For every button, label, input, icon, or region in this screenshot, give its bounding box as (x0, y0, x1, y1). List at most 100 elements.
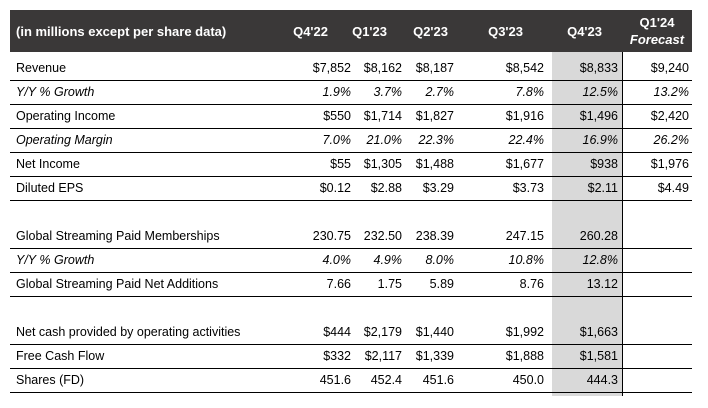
header-title: (in millions except per share data) (16, 23, 227, 39)
row-divider (10, 80, 692, 81)
row-operating-income: Operating Income $550 $1,714 $1,827 $1,9… (10, 104, 692, 128)
header-col-forecast: Q1'24 Forecast (622, 10, 692, 52)
row-divider (10, 368, 692, 369)
section-divider (10, 296, 692, 297)
cell-q2-23: 2.7% (425, 85, 455, 99)
cell-q2-23: $1,339 (415, 349, 454, 363)
cell-q4-22: 1.9% (322, 85, 352, 99)
row-divider (10, 176, 692, 177)
row-divider (10, 272, 692, 273)
cell-q2-23: $3.29 (422, 181, 454, 195)
cell-q4-22: 7.0% (322, 133, 352, 147)
cell-q4-23: 12.8% (582, 253, 618, 267)
cell-q1-23: 1.75 (377, 277, 402, 291)
header-col-q2-23: Q2'23 (413, 23, 448, 39)
cell-q3-23: 8.76 (519, 277, 544, 291)
row-label: Y/Y % Growth (16, 85, 95, 99)
cell-q2-23: $1,827 (415, 109, 454, 123)
row-revenue: Revenue $7,852 $8,162 $8,187 $8,542 $8,8… (10, 56, 692, 80)
cell-q2-23: 238.39 (415, 229, 454, 243)
section-divider (10, 200, 692, 201)
cell-q4-23: $2.11 (587, 181, 618, 195)
cell-q3-23: $1,888 (505, 349, 544, 363)
cell-q4-23: $8,833 (579, 61, 618, 75)
cell-q4-22: $550 (323, 109, 351, 123)
cell-q3-23: $1,916 (505, 109, 544, 123)
row-label: Revenue (16, 61, 67, 75)
row-label: Global Streaming Paid Net Additions (16, 277, 219, 291)
cell-q1-23: $1,714 (363, 109, 402, 123)
row-label: Shares (FD) (16, 373, 85, 387)
row-shares-fd: Shares (FD) 451.6 452.4 451.6 450.0 444.… (10, 368, 692, 392)
cell-q3-23: 7.8% (515, 85, 545, 99)
cell-q2-23: 8.0% (425, 253, 455, 267)
row-divider (10, 104, 692, 105)
cell-q2-23: 22.3% (418, 133, 454, 147)
cell-q1-24-forecast: $4.49 (657, 181, 689, 195)
cell-q4-23: $1,663 (579, 325, 618, 339)
row-divider (10, 344, 692, 345)
row-label: Global Streaming Paid Memberships (16, 229, 220, 243)
cell-q1-23: 21.0% (366, 133, 402, 147)
cell-q1-23: 452.4 (370, 373, 402, 387)
table-bottom-border (10, 392, 692, 393)
header-col-q1-23: Q1'23 (352, 23, 387, 39)
cell-q4-22: 7.66 (326, 277, 351, 291)
cell-q1-23: $2,117 (364, 349, 402, 363)
header-col-q4-23: Q4'23 (567, 23, 602, 39)
cell-q2-23: 5.89 (429, 277, 454, 291)
cell-q1-23: $2,179 (363, 325, 402, 339)
row-label: Operating Income (16, 109, 116, 123)
row-net-income: Net Income $55 $1,305 $1,488 $1,677 $938… (10, 152, 692, 176)
cell-q1-23: $2.88 (370, 181, 402, 195)
cell-q3-23: 10.8% (508, 253, 544, 267)
cell-q1-24-forecast: $1,976 (650, 157, 689, 171)
cell-q3-23: $1,992 (505, 325, 544, 339)
cell-q4-22: $55 (330, 157, 351, 171)
cell-q4-22: 230.75 (312, 229, 351, 243)
cell-q3-23: $1,677 (505, 157, 544, 171)
q4-23-highlight-column (552, 52, 622, 396)
cell-q1-23: 3.7% (373, 85, 403, 99)
cell-q3-23: $8,542 (505, 61, 544, 75)
cell-q4-23: 13.12 (586, 277, 618, 291)
cell-q3-23: 450.0 (512, 373, 544, 387)
row-divider (10, 248, 692, 249)
cell-q4-23: 444.3 (586, 373, 618, 387)
cell-q1-23: 232.50 (363, 229, 402, 243)
row-divider (10, 152, 692, 153)
cell-q1-23: $8,162 (363, 61, 402, 75)
cell-q4-22: $444 (323, 325, 351, 339)
row-net-additions: Global Streaming Paid Net Additions 7.66… (10, 272, 692, 296)
row-label: Net cash provided by operating activitie… (16, 325, 241, 339)
header-col-q3-23: Q3'23 (488, 23, 523, 39)
forecast-label: Forecast (629, 32, 685, 47)
cell-q2-23: $1,440 (415, 325, 454, 339)
cell-q4-23: $1,496 (579, 109, 618, 123)
financial-summary-table: (in millions except per share data) Q4'2… (10, 10, 692, 396)
cell-q3-23: 247.15 (505, 229, 544, 243)
cell-q4-23: 12.5% (582, 85, 618, 99)
cell-q2-23: $8,187 (415, 61, 454, 75)
cell-q4-22: $332 (323, 349, 351, 363)
row-diluted-eps: Diluted EPS $0.12 $2.88 $3.29 $3.73 $2.1… (10, 176, 692, 200)
header-col-q4-22: Q4'22 (293, 23, 328, 39)
row-paid-memberships: Global Streaming Paid Memberships 230.75… (10, 224, 692, 248)
cell-q1-24-forecast: $2,420 (650, 109, 689, 123)
row-memberships-growth: Y/Y % Growth 4.0% 4.9% 8.0% 10.8% 12.8% (10, 248, 692, 272)
cell-q1-23: 4.9% (373, 253, 403, 267)
row-label: Operating Margin (16, 133, 113, 147)
cell-q1-24-forecast: 13.2% (653, 85, 689, 99)
cell-q4-22: $7,852 (312, 61, 351, 75)
table-header: (in millions except per share data) Q4'2… (10, 10, 692, 52)
row-divider (10, 128, 692, 129)
cell-q4-23: 16.9% (582, 133, 618, 147)
cell-q1-23: $1,305 (363, 157, 402, 171)
row-free-cash-flow: Free Cash Flow $332 $2,117 $1,339 $1,888… (10, 344, 692, 368)
row-label: Diluted EPS (16, 181, 84, 195)
forecast-divider (622, 52, 623, 396)
cell-q4-23: $938 (590, 157, 618, 171)
row-revenue-growth: Y/Y % Growth 1.9% 3.7% 2.7% 7.8% 12.5% 1… (10, 80, 692, 104)
cell-q4-23: 260.28 (579, 229, 618, 243)
cell-q1-24-forecast: 26.2% (653, 133, 689, 147)
